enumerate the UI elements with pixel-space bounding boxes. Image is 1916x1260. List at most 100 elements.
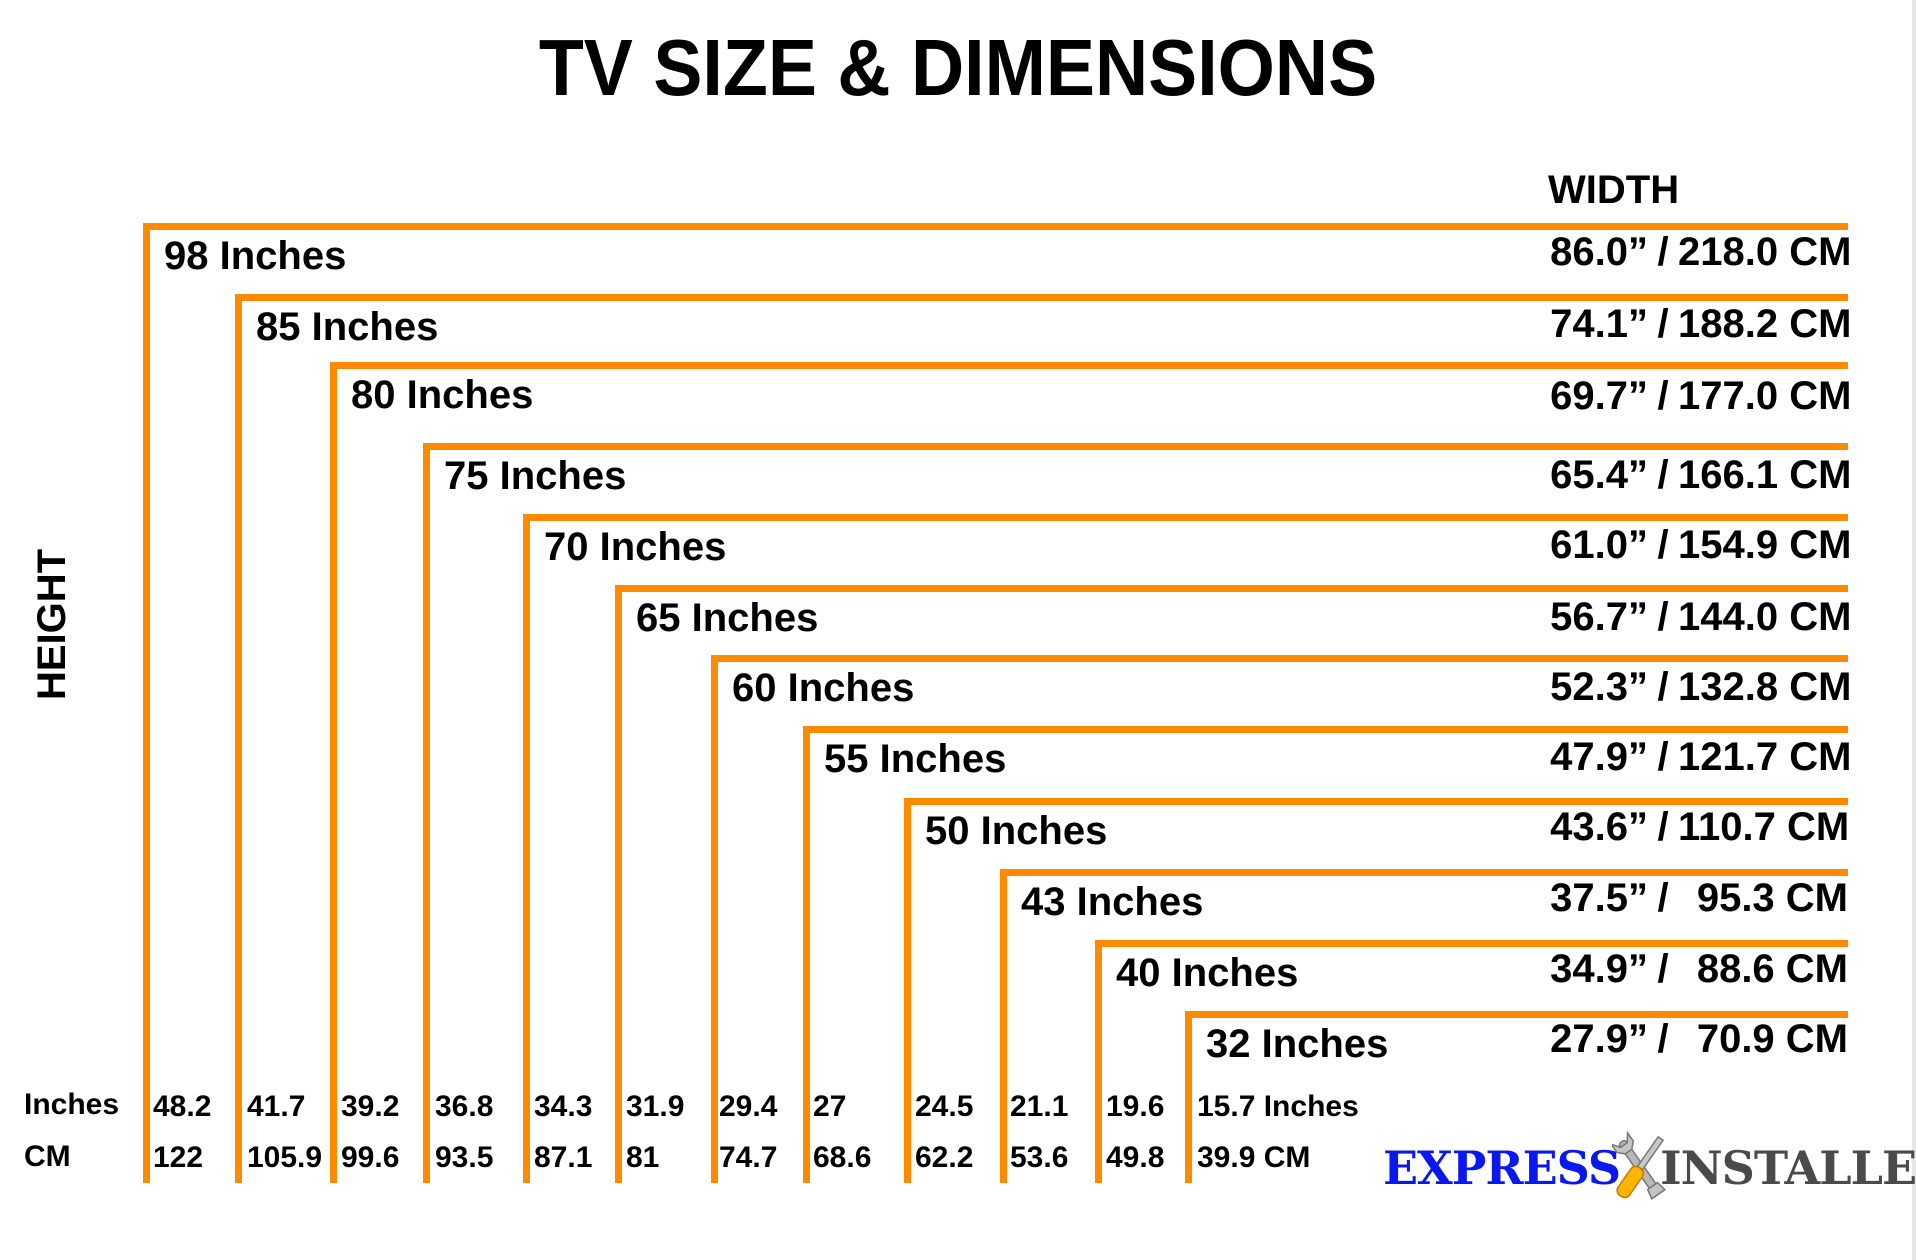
width-inches: 52.3” [1550, 665, 1648, 709]
width-inches: 43.6” [1550, 805, 1648, 849]
width-value-65: 56.7”/144.0 CM [1508, 595, 1852, 640]
width-inches: 37.5” [1550, 876, 1648, 920]
tv-size-label: 80 Inches [351, 373, 534, 417]
height-cm-85: 105.9 [247, 1141, 323, 1174]
right-edge-divider [1912, 0, 1916, 1260]
width-inches: 86.0” [1550, 230, 1648, 274]
wrench-screwdriver-icon [1612, 1130, 1667, 1200]
separator: / [1657, 523, 1669, 567]
tv-frame-60: 60 Inches [711, 655, 1848, 1183]
tv-frame-85: 85 Inches [235, 294, 1848, 1183]
width-cm: 88.6 CM [1696, 947, 1848, 991]
width-cm: 188.2 CM [1678, 302, 1852, 346]
separator: / [1657, 805, 1669, 849]
separator: / [1657, 876, 1669, 920]
width-cm: 95.3 CM [1696, 876, 1848, 920]
height-inches-80: 39.2 [341, 1090, 400, 1123]
tv-size-label: 50 Inches [925, 809, 1108, 853]
express-installers-logo: EXPRESS INSTALLERS [1383, 1130, 1916, 1206]
height-inches-43: 21.1 [1010, 1090, 1069, 1123]
tv-size-label: 98 Inches [164, 234, 347, 278]
height-cm-55: 68.6 [813, 1141, 872, 1174]
width-cm: 166.1 CM [1678, 453, 1852, 497]
width-value-40: 34.9”/ 88.6 CM [1508, 947, 1848, 992]
tv-frame-40: 40 Inches [1095, 940, 1848, 1183]
width-inches: 34.9” [1550, 947, 1648, 991]
width-value-32: 27.9”/ 70.9 CM [1508, 1017, 1848, 1062]
height-cm-60: 74.7 [719, 1141, 778, 1174]
width-value-55: 47.9”/121.7 CM [1508, 735, 1852, 780]
width-value-60: 52.3”/132.8 CM [1508, 665, 1851, 710]
tv-size-label: 40 Inches [1116, 951, 1299, 995]
height-inches-98: 48.2 [153, 1090, 212, 1123]
height-inches-50: 24.5 [915, 1090, 974, 1123]
tv-size-label: 55 Inches [824, 737, 1007, 781]
height-cm-43: 53.6 [1010, 1141, 1069, 1174]
width-cm: 70.9 CM [1696, 1017, 1848, 1061]
row-header-cm: CM [24, 1140, 71, 1173]
separator: / [1657, 947, 1669, 991]
width-inches: 61.0” [1550, 523, 1648, 567]
tv-size-label: 75 Inches [444, 454, 627, 498]
width-cm: 110.7 CM [1678, 805, 1850, 849]
height-cm-50: 62.2 [915, 1141, 974, 1174]
width-inches: 47.9” [1550, 735, 1648, 779]
width-inches: 27.9” [1550, 1017, 1648, 1061]
tv-frame-55: 55 Inches [803, 726, 1848, 1183]
tv-size-label: 43 Inches [1021, 880, 1204, 924]
height-inches-85: 41.7 [247, 1090, 306, 1123]
separator: / [1657, 665, 1669, 709]
tv-frame-70: 70 Inches [523, 514, 1848, 1183]
width-axis-label: WIDTH [1548, 168, 1680, 212]
height-inches-32: 15.7 Inches [1197, 1090, 1359, 1123]
height-inches-60: 29.4 [719, 1090, 778, 1123]
tv-size-label: 32 Inches [1206, 1022, 1389, 1066]
height-cm-80: 99.6 [341, 1141, 400, 1174]
width-value-43: 37.5”/ 95.3 CM [1508, 876, 1848, 921]
chart-title: TV SIZE & DIMENSIONS [538, 23, 1378, 112]
height-inches-75: 36.8 [435, 1090, 494, 1123]
height-inches-70: 34.3 [534, 1090, 593, 1123]
width-value-50: 43.6”/110.7 CM [1508, 805, 1850, 850]
tv-size-label: 70 Inches [544, 525, 727, 569]
height-cm-98: 122 [153, 1141, 204, 1174]
separator: / [1657, 735, 1669, 779]
separator: / [1657, 302, 1669, 346]
height-cm-70: 87.1 [534, 1141, 593, 1174]
width-inches: 74.1” [1550, 302, 1648, 346]
height-cm-40: 49.8 [1106, 1141, 1165, 1174]
width-cm: 144.0 CM [1678, 595, 1852, 639]
height-inches-65: 31.9 [626, 1090, 685, 1123]
row-header-inches: Inches [24, 1088, 120, 1121]
width-inches: 56.7” [1550, 595, 1648, 639]
width-value-85: 74.1”/188.2 CM [1508, 302, 1852, 347]
tv-frame-80: 80 Inches [330, 362, 1848, 1183]
separator: / [1657, 1017, 1669, 1061]
tv-frame-32: 32 Inches [1185, 1011, 1848, 1183]
separator: / [1657, 230, 1669, 274]
width-inches: 65.4” [1550, 453, 1648, 497]
separator: / [1657, 374, 1669, 418]
width-cm: 218.0 CM [1678, 230, 1852, 274]
separator: / [1657, 453, 1669, 497]
height-inches-55: 27 [813, 1090, 847, 1123]
height-cm-75: 93.5 [435, 1141, 494, 1174]
height-cm-65: 81 [626, 1141, 660, 1174]
tv-frame-98: 98 Inches [143, 223, 1848, 1183]
width-value-98: 86.0”/218.0 CM [1508, 230, 1852, 275]
width-cm: 154.9 CM [1678, 523, 1852, 567]
separator: / [1657, 595, 1669, 639]
width-value-70: 61.0”/154.9 CM [1508, 523, 1852, 568]
width-value-75: 65.4”/166.1 CM [1508, 453, 1852, 498]
tv-size-label: 65 Inches [636, 596, 819, 640]
tv-size-label: 60 Inches [732, 666, 915, 710]
tv-frame-75: 75 Inches [423, 443, 1848, 1183]
height-inches-40: 19.6 [1106, 1090, 1165, 1123]
logo-text-installers: INSTALLERS [1660, 1141, 1916, 1195]
width-cm: 177.0 CM [1678, 374, 1852, 418]
tv-size-label: 85 Inches [256, 305, 439, 349]
width-inches: 69.7” [1550, 374, 1648, 418]
logo-text-express: EXPRESS [1383, 1141, 1621, 1195]
tv-frame-50: 50 Inches [904, 798, 1848, 1183]
width-cm: 121.7 CM [1678, 735, 1852, 779]
